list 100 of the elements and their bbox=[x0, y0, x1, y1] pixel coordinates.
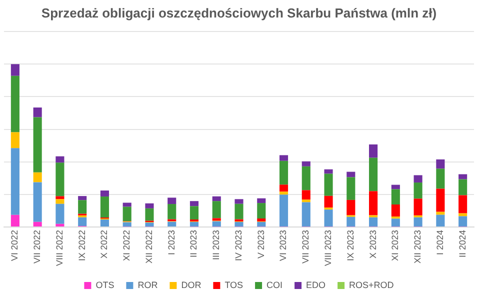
bar bbox=[324, 169, 333, 174]
bar bbox=[33, 172, 42, 182]
bar bbox=[234, 204, 244, 220]
x-tick-label: XI 2023 bbox=[390, 230, 400, 262]
bar bbox=[56, 204, 64, 224]
bar bbox=[324, 196, 333, 208]
bar bbox=[234, 199, 244, 204]
x-tick-label: IX 2022 bbox=[76, 230, 87, 262]
bar bbox=[56, 199, 64, 204]
bar bbox=[436, 214, 445, 226]
bar bbox=[279, 192, 288, 195]
bar bbox=[56, 224, 64, 226]
bar bbox=[168, 222, 176, 226]
bar bbox=[122, 206, 132, 222]
x-tick-label: III 2023 bbox=[211, 230, 222, 260]
bar bbox=[436, 159, 445, 169]
bar bbox=[33, 107, 42, 118]
bar bbox=[257, 222, 266, 227]
x-tick-label: IV 2023 bbox=[233, 230, 244, 262]
bar bbox=[10, 76, 20, 132]
bar bbox=[122, 222, 132, 227]
x-tick-label: I 2023 bbox=[166, 230, 176, 256]
x-tick-label: II 2023 bbox=[188, 230, 199, 258]
bar bbox=[391, 204, 400, 217]
bar bbox=[369, 191, 378, 216]
bar bbox=[190, 222, 199, 227]
bar bbox=[234, 222, 244, 227]
bar bbox=[10, 64, 20, 76]
bar bbox=[100, 190, 109, 197]
bar bbox=[145, 208, 154, 221]
bar bbox=[302, 190, 310, 200]
bar bbox=[302, 161, 310, 166]
x-tick-label: VIII 2023 bbox=[323, 230, 334, 266]
bar bbox=[346, 172, 356, 178]
bar bbox=[212, 201, 221, 218]
bar bbox=[212, 218, 221, 221]
bar bbox=[190, 201, 199, 206]
bar bbox=[56, 156, 64, 163]
x-tick-label: VI 2023 bbox=[278, 230, 288, 262]
bar bbox=[78, 200, 87, 214]
bar bbox=[369, 217, 378, 227]
bar bbox=[346, 200, 356, 216]
bar bbox=[190, 206, 199, 220]
x-tick-label: II 2024 bbox=[457, 230, 468, 258]
x-tick-label: XI 2022 bbox=[122, 230, 132, 262]
legend-label: COI bbox=[266, 280, 283, 290]
bar bbox=[414, 198, 422, 216]
bar bbox=[369, 158, 378, 192]
bar bbox=[414, 175, 422, 183]
x-tick-label: IX 2023 bbox=[345, 230, 356, 262]
bar bbox=[10, 214, 20, 226]
bar bbox=[391, 189, 400, 205]
bar bbox=[257, 198, 266, 204]
bar bbox=[302, 202, 310, 227]
bar bbox=[279, 194, 288, 227]
bar bbox=[10, 148, 20, 215]
bar bbox=[391, 184, 400, 190]
bar bbox=[145, 222, 154, 227]
bar bbox=[324, 210, 333, 227]
bar bbox=[458, 195, 468, 214]
x-tick-label: I 2024 bbox=[434, 230, 445, 256]
legend-label: TOS bbox=[224, 280, 244, 290]
bar bbox=[100, 196, 109, 218]
bar bbox=[78, 217, 87, 226]
bar bbox=[78, 196, 87, 200]
bar bbox=[436, 188, 445, 212]
bar bbox=[324, 174, 333, 196]
legend-label: ROR bbox=[138, 280, 158, 290]
bar bbox=[458, 216, 468, 227]
bar bbox=[168, 198, 176, 204]
bar bbox=[436, 168, 445, 189]
bar bbox=[212, 196, 221, 202]
bar bbox=[122, 202, 132, 207]
x-tick-label: VI 2022 bbox=[10, 230, 20, 262]
legend-label: DOR bbox=[181, 280, 202, 290]
bar bbox=[346, 216, 356, 227]
legend-label: ROS+ROD bbox=[349, 280, 394, 290]
bar bbox=[279, 184, 288, 192]
bar bbox=[414, 217, 422, 227]
x-tick-label: VII 2022 bbox=[32, 230, 42, 264]
bar bbox=[302, 166, 310, 190]
x-tick-label: VII 2023 bbox=[300, 230, 311, 264]
x-tick-label: X 2023 bbox=[368, 230, 378, 259]
bar bbox=[458, 179, 468, 196]
bar bbox=[369, 144, 378, 158]
chart-title: Sprzedaż obligacji oszczędnościowych Skarbu Państwa (mln zł) bbox=[41, 5, 437, 20]
bar bbox=[302, 200, 310, 202]
bar bbox=[279, 155, 288, 161]
bar bbox=[458, 174, 468, 180]
bar bbox=[257, 218, 266, 222]
bar bbox=[33, 182, 42, 222]
legend-label: EDO bbox=[306, 280, 326, 290]
bar bbox=[346, 177, 356, 200]
legend-label: OTS bbox=[96, 280, 114, 290]
x-tick-label: V 2023 bbox=[256, 230, 266, 259]
bar bbox=[56, 196, 64, 200]
bar bbox=[212, 221, 221, 227]
x-tick-label: XII 2023 bbox=[412, 230, 423, 264]
bar bbox=[257, 203, 266, 219]
x-tick-label: X 2022 bbox=[99, 230, 110, 259]
